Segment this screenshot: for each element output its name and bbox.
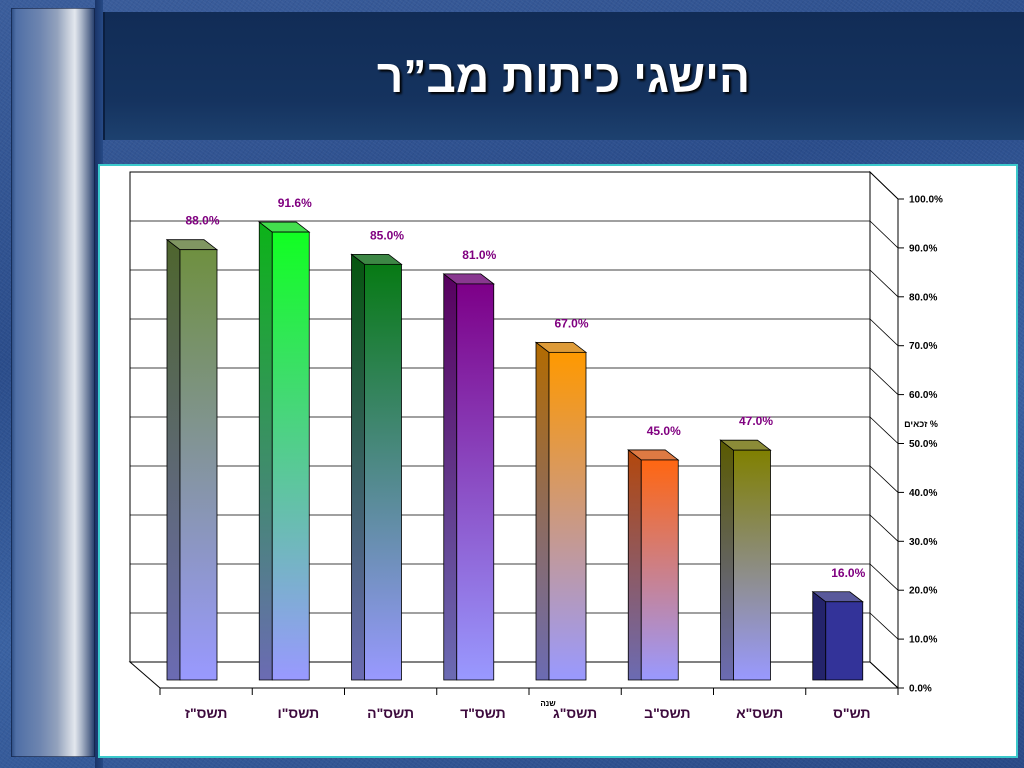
y-tick-label: 30.0% (909, 537, 937, 548)
bar-side-face (720, 439, 734, 681)
bar-side-face (535, 341, 550, 681)
x-axis: תשס"ז תשס"ו תשס"ה תשס"ד תשס"ג תשס"ב תשס"א תש"ס ש… (159, 688, 899, 721)
category-label-2: תשס"ו (278, 705, 320, 721)
category-label-1: תשס"ז (185, 705, 228, 721)
bar-side-face (627, 449, 642, 681)
side-gridline (869, 269, 899, 298)
data-label-6: 45.0% (647, 424, 681, 438)
bar-front-face (733, 449, 771, 681)
y-tick-label: 10.0% (909, 635, 937, 646)
bar-front-face (271, 231, 310, 681)
bar-front-face (179, 249, 218, 681)
bar-front-face (456, 283, 495, 681)
data-label-8: 16.0% (831, 566, 865, 580)
bar-6 (627, 449, 680, 681)
bar-3 (350, 253, 403, 681)
bar-side-face (351, 253, 365, 681)
side-gridline (869, 563, 899, 591)
x-axis-title: שנה (540, 699, 556, 708)
slide-title: הישגי כיתות מב”ר (376, 50, 751, 102)
bar-side-face (258, 221, 273, 681)
data-label-3: 85.0% (370, 228, 404, 242)
bar-8 (811, 590, 864, 681)
bar-1 (165, 238, 219, 681)
category-label-3: תשס"ה (367, 705, 414, 721)
side-gridline (869, 171, 899, 200)
bar-side-face (443, 273, 458, 681)
data-label-1: 88.0% (185, 214, 219, 228)
y-axis: 0.0% 10.0% 20.0% 30.0% 40.0% 50.0% 60.0% 70.0% 8… (897, 195, 943, 695)
category-label-4: תשס"ד (460, 705, 506, 721)
bar-front-face (548, 351, 587, 681)
side-gridline (869, 318, 899, 346)
data-label-4: 81.0% (462, 248, 496, 262)
y-tick-label: 80.0% (909, 292, 937, 303)
category-label-8: תש"ס (833, 705, 870, 721)
chart-floor (128, 661, 900, 689)
title-header: הישגי כיתות מב”ר (103, 12, 1024, 140)
y-tick-label: 40.0% (909, 488, 937, 499)
side-gridline (869, 612, 899, 640)
y-tick-label: 100.0% (909, 195, 943, 206)
bar-side-face (812, 590, 827, 681)
data-label-2: 91.6% (278, 196, 312, 210)
bar-7 (719, 439, 772, 681)
bar-front-face (640, 459, 679, 681)
y-tick-label: 60.0% (909, 390, 937, 401)
metallic-pillar (11, 8, 95, 757)
bars: 88.0% 91.6% 85.0% 81.0% 67.0% 45.0% 47.0% 16.0% (165, 196, 866, 681)
y-tick-label: 70.0% (909, 341, 937, 352)
chart-walls (128, 170, 900, 690)
side-gridline (869, 661, 899, 689)
y-tick-label: 0.0% (909, 684, 932, 695)
y-tick-label: 90.0% (909, 243, 937, 254)
bar-front-face (364, 263, 402, 681)
y-tick-label: 50.0% (909, 439, 937, 450)
side-gridline (869, 220, 899, 249)
bar-2 (258, 221, 311, 681)
data-label-7: 47.0% (739, 414, 773, 428)
y-axis-title: זכאים % (904, 419, 938, 429)
category-label-6: תשס"ב (644, 705, 690, 721)
bar-front-face (825, 601, 864, 681)
data-label-5: 67.0% (554, 316, 588, 330)
side-gridline (869, 367, 899, 395)
side-gridline (869, 465, 899, 493)
y-tick-label: 20.0% (909, 586, 937, 597)
category-label-5: תשס"ג (553, 705, 597, 721)
side-gridline (869, 416, 899, 444)
bar-side-face (166, 238, 181, 681)
category-label-7: תשס"א (736, 705, 783, 721)
bar-4 (442, 273, 495, 681)
side-gridline (869, 514, 899, 542)
bar-5 (534, 341, 588, 681)
